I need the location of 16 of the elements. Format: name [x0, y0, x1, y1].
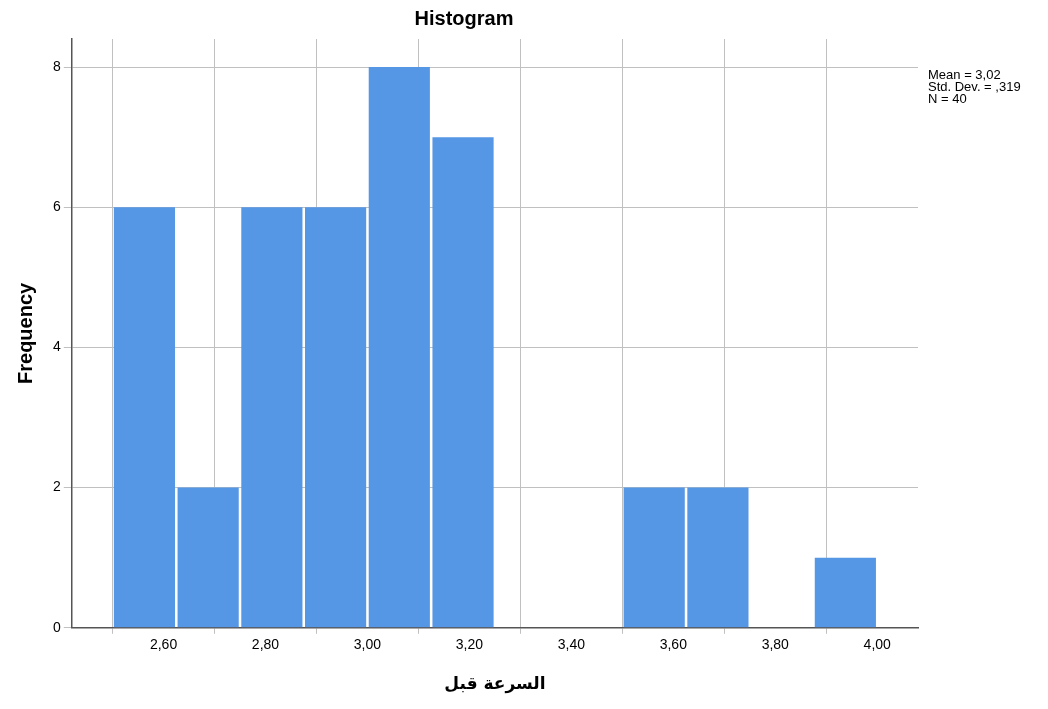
- y-tick-label: 2: [52, 478, 61, 495]
- y-tick-label: 0: [52, 618, 61, 635]
- x-tick-label: 3,20: [455, 636, 484, 653]
- chart-title: Histogram: [414, 6, 514, 29]
- y-tick-label: 6: [52, 198, 61, 215]
- x-tick-label: 3,60: [659, 636, 688, 653]
- y-tick-label: 8: [52, 57, 61, 74]
- x-axis-title: السرعة قبل: [444, 673, 546, 695]
- x-tick-label: 2,80: [251, 636, 280, 653]
- x-tick-label: 2,60: [149, 636, 178, 653]
- y-tick-label: 4: [52, 338, 61, 355]
- x-tick-label: 3,00: [353, 636, 382, 653]
- x-tick-label: 3,40: [557, 636, 586, 653]
- x-tick-label: 4,00: [863, 636, 892, 653]
- y-axis-title: Frequency: [13, 281, 36, 384]
- x-tick-label: 3,80: [761, 636, 790, 653]
